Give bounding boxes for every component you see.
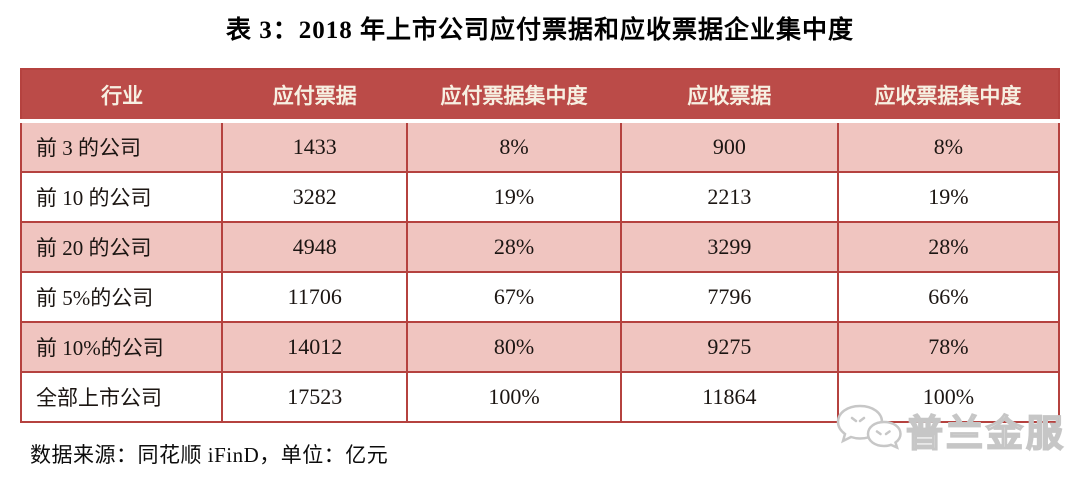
table-cell: 28% [836,221,1061,273]
table-cell: 66% [836,271,1061,323]
header-notes-receivable-concentration: 应收票据集中度 [837,69,1059,123]
table-cell: 67% [406,271,622,323]
watermark-text: 普兰金服 [905,412,1066,455]
concentration-table: 行业 应付票据 应付票据集中度 应收票据 应收票据集中度 前 3 的公司 143… [19,68,1061,423]
table-row: 前 5%的公司 11706 67% 7796 66% [19,271,1061,323]
table-cell: 80% [406,321,622,373]
chat-bubbles-icon [834,402,906,458]
table-row: 全部上市公司 17523 100% 11864 100% [19,371,1061,423]
table-cell: 78% [836,321,1061,373]
header-notes-receivable: 应收票据 [620,69,838,123]
row-label: 全部上市公司 [19,371,224,423]
table-cell: 19% [406,171,622,223]
row-label: 前 10%的公司 [19,321,224,373]
row-label: 前 5%的公司 [19,271,224,323]
header-notes-payable: 应付票据 [222,69,408,123]
table-cell: 11706 [221,271,409,323]
row-label: 前 3 的公司 [19,120,224,173]
table-cell: 14012 [221,321,409,373]
page-title: 表 3：2018 年上市公司应付票据和应收票据企业集中度 [225,17,854,44]
table-cell: 8% [836,120,1061,173]
row-label: 前 20 的公司 [19,221,224,273]
watermark-logo: 普兰金服 [834,402,1066,458]
table-row: 前 3 的公司 1433 8% 900 8% [19,120,1061,173]
table-cell: 3282 [221,171,409,223]
table-cell: 17523 [221,371,409,423]
table-header-row: 行业 应付票据 应付票据集中度 应收票据 应收票据集中度 [21,69,1059,123]
table-cell: 19% [836,171,1061,223]
table-cell: 100% [406,371,622,423]
row-label: 前 10 的公司 [19,171,224,223]
header-industry: 行业 [21,69,223,123]
table-row: 前 10 的公司 3282 19% 2213 19% [19,171,1061,223]
table-cell: 900 [619,120,839,173]
table-cell: 28% [406,221,622,273]
table-cell: 9275 [619,321,839,373]
data-source-note: 数据来源：同花顺 iFinD，单位：亿元 [30,443,389,467]
table-row: 前 10%的公司 14012 80% 9275 78% [19,321,1061,373]
table-cell: 3299 [619,221,839,273]
table-cell: 7796 [619,271,839,323]
table-cell: 11864 [619,371,839,423]
table-cell: 1433 [221,120,409,173]
table-cell: 8% [406,120,622,173]
table-cell: 2213 [619,171,839,223]
header-notes-payable-concentration: 应付票据集中度 [407,69,621,123]
table-row: 前 20 的公司 4948 28% 3299 28% [19,221,1061,273]
table-cell: 4948 [221,221,409,273]
